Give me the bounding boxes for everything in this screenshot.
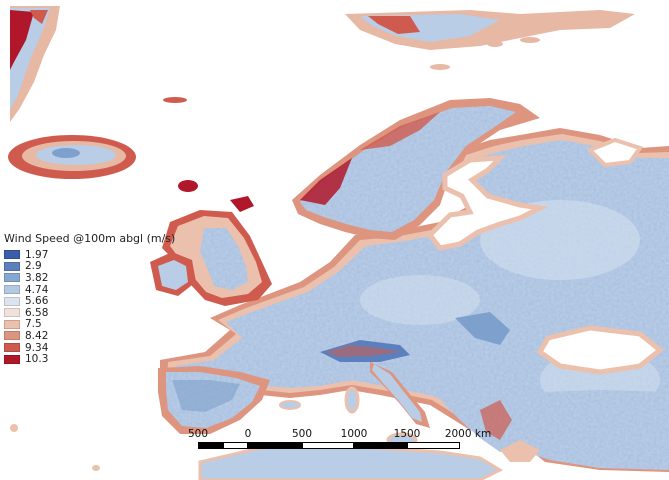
legend-item: 1.97 [4,249,204,261]
italian-peninsula [344,362,430,448]
scale-label: 500 [291,428,313,440]
legend-swatch [4,308,20,318]
legend-swatch [4,354,20,364]
legend-item: 7.5 [4,318,204,331]
legend-swatch [4,331,20,341]
legend-label: 4.74 [25,283,49,296]
legend-label: 9.34 [25,341,49,354]
scale-label: 2000 km [444,428,492,440]
legend-label: 7.5 [25,318,42,331]
legend-label: 8.42 [25,329,49,342]
legend-item: 5.66 [4,295,204,307]
atlantic-island [10,424,18,432]
scale-segment [354,442,407,449]
jan-mayen-island [163,97,187,103]
scandinavia-region [292,98,644,251]
iberian-peninsula [158,366,270,434]
legend-swatch [4,343,20,353]
atlantic-island [92,465,100,471]
legend-item: 3.82 [4,272,204,284]
scale-segment [198,442,223,449]
mediterranean-islands [279,400,301,410]
scale-label: 500 [187,428,209,440]
legend-items: 1.97 2.9 3.82 4.74 5.66 6.58 7.5 8.42 9.34 10.3 [4,249,204,365]
legend-label: 2.9 [25,260,42,273]
map-legend: Wind Speed @100m abgl (m/s) 1.97 2.9 3.82 4… [4,232,204,365]
legend-swatch [4,319,20,329]
legend-title: Wind Speed @100m abgl (m/s) [4,232,176,245]
scale-bar: 500 0 500 1000 1500 2000 km [187,428,492,454]
legend-label: 6.58 [25,306,49,319]
greenland-region [10,6,60,122]
scale-segment [302,442,354,449]
legend-swatch [4,250,20,260]
faroe-islands [178,180,198,192]
scale-segment [248,442,302,449]
europe-landmass [160,128,669,472]
legend-swatch [4,261,20,271]
balkans-turkey-region [430,325,669,470]
scale-segment [223,442,248,449]
svalbard-region [345,10,635,70]
legend-label: 5.66 [25,295,49,308]
iceland-region [8,135,136,179]
legend-swatch [4,285,20,295]
legend-label: 3.82 [25,271,49,284]
scale-label: 1000 [340,428,368,440]
legend-swatch [4,296,20,306]
legend-item: 6.58 [4,307,204,319]
legend-label: 10.3 [25,353,49,366]
british-isles [150,196,272,306]
legend-item: 4.74 [4,284,204,296]
scale-label: 1500 [393,428,421,440]
legend-swatch [4,273,20,283]
legend-item: 9.34 [4,342,204,354]
legend-item: 10.3 [4,353,204,365]
legend-item: 8.42 [4,330,204,342]
scale-label: 0 [244,428,252,440]
legend-label: 1.97 [25,248,49,261]
legend-item: 2.9 [4,260,204,273]
scale-segment [407,442,460,449]
